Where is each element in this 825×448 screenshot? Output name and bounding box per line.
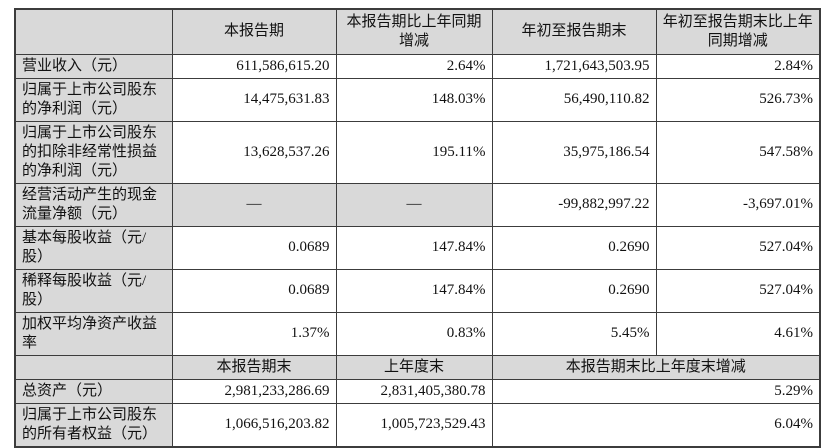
cell-value: 195.11% [335, 120, 493, 184]
row-net-profit: 归属于上市公司股东的净利润（元） 14,475,631.83 148.03% 5… [14, 77, 821, 122]
row-basic-eps: 基本每股收益（元/股） 0.0689 147.84% 0.2690 527.04… [14, 225, 821, 270]
financial-summary-table: 本报告期 本报告期比上年同期增减 年初至报告期末 年初至报告期末比上年同期增减 … [14, 8, 821, 448]
top-header-current-period: 本报告期 [171, 8, 337, 55]
cell-value: 35,975,186.54 [491, 120, 657, 184]
bottom-header-period-end: 本报告期末 [171, 354, 337, 380]
row-label: 加权平均净资产收益率 [14, 311, 173, 356]
cell-value: 527.04% [655, 225, 821, 270]
cell-value: 147.84% [335, 225, 493, 270]
cell-value: 0.2690 [491, 225, 657, 270]
top-header-ytd-change: 年初至报告期末比上年同期增减 [655, 8, 821, 55]
row-label: 总资产（元） [14, 378, 173, 404]
row-net-profit-excl-nonrecurring: 归属于上市公司股东的扣除非经常性损益的净利润（元） 13,628,537.26 … [14, 120, 821, 184]
row-label: 稀释每股收益（元/股） [14, 268, 173, 313]
row-label: 基本每股收益（元/股） [14, 225, 173, 270]
cell-value: 527.04% [655, 268, 821, 313]
cell-value: 56,490,110.82 [491, 77, 657, 122]
cell-value: 1,066,516,203.82 [171, 402, 337, 447]
row-diluted-eps: 稀释每股收益（元/股） 0.0689 147.84% 0.2690 527.04… [14, 268, 821, 313]
cell-value: 14,475,631.83 [171, 77, 337, 122]
row-weighted-avg-roe: 加权平均净资产收益率 1.37% 0.83% 5.45% 4.61% [14, 311, 821, 356]
cell-value: 526.73% [655, 77, 821, 122]
cell-value: 0.0689 [171, 225, 337, 270]
financial-report-page: 本报告期 本报告期比上年同期增减 年初至报告期末 年初至报告期末比上年同期增减 … [14, 8, 821, 448]
cell-value: 0.0689 [171, 268, 337, 313]
cell-value: 6.04% [491, 402, 821, 447]
cell-value: -99,882,997.22 [491, 182, 657, 227]
top-header-empty-cell [14, 8, 173, 55]
row-owners-equity: 归属于上市公司股东的所有者权益（元） 1,066,516,203.82 1,00… [14, 402, 821, 447]
bottom-header-empty-cell [14, 354, 173, 380]
bottom-header-period-end-change: 本报告期末比上年度末增减 [491, 354, 821, 380]
cell-value: 0.83% [335, 311, 493, 356]
cell-value: 147.84% [335, 268, 493, 313]
cell-value: 1,005,723,529.43 [335, 402, 493, 447]
cell-value: 2.64% [335, 53, 493, 79]
row-label: 归属于上市公司股东的扣除非经常性损益的净利润（元） [14, 120, 173, 184]
cell-value: 547.58% [655, 120, 821, 184]
bottom-header-row: 本报告期末 上年度末 本报告期末比上年度末增减 [14, 354, 821, 380]
top-header-current-period-change: 本报告期比上年同期增减 [335, 8, 493, 55]
bottom-header-prior-year-end: 上年度末 [335, 354, 493, 380]
row-label: 经营活动产生的现金流量净额（元） [14, 182, 173, 227]
cell-value: 2.84% [655, 53, 821, 79]
cell-value: 1.37% [171, 311, 337, 356]
cell-value: 5.29% [491, 378, 821, 404]
row-operating-revenue: 营业收入（元） 611,586,615.20 2.64% 1,721,643,5… [14, 53, 821, 79]
row-label: 归属于上市公司股东的所有者权益（元） [14, 402, 173, 447]
top-header-row: 本报告期 本报告期比上年同期增减 年初至报告期末 年初至报告期末比上年同期增减 [14, 8, 821, 55]
row-label: 归属于上市公司股东的净利润（元） [14, 77, 173, 122]
row-total-assets: 总资产（元） 2,981,233,286.69 2,831,405,380.78… [14, 378, 821, 404]
cell-value: 1,721,643,503.95 [491, 53, 657, 79]
cell-value: 2,831,405,380.78 [335, 378, 493, 404]
cell-value: 148.03% [335, 77, 493, 122]
top-header-ytd: 年初至报告期末 [491, 8, 657, 55]
cell-value: -3,697.01% [655, 182, 821, 227]
cell-value: 13,628,537.26 [171, 120, 337, 184]
row-operating-cash-flow: 经营活动产生的现金流量净额（元） — — -99,882,997.22 -3,6… [14, 182, 821, 227]
cell-dash: — [335, 182, 493, 227]
cell-value: 4.61% [655, 311, 821, 356]
row-label: 营业收入（元） [14, 53, 173, 79]
cell-value: 611,586,615.20 [171, 53, 337, 79]
cell-value: 2,981,233,286.69 [171, 378, 337, 404]
cell-dash: — [171, 182, 337, 227]
cell-value: 0.2690 [491, 268, 657, 313]
cell-value: 5.45% [491, 311, 657, 356]
